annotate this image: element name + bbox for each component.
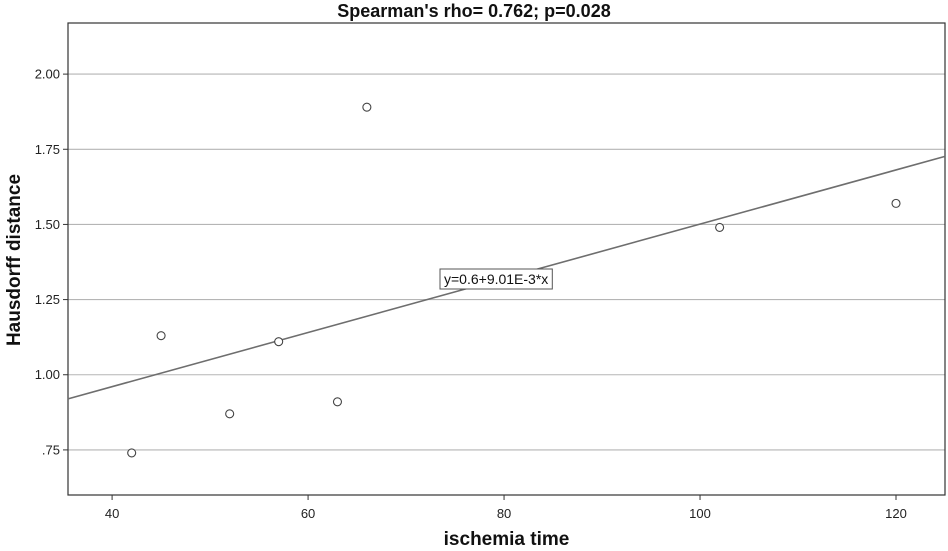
data-point [715, 222, 725, 232]
x-tick-label: 40 [105, 506, 119, 521]
x-tick-label: 80 [497, 506, 511, 521]
y-tick-label: 1.50 [35, 217, 60, 232]
y-tick-label: 1.25 [35, 292, 60, 307]
equation-label: y=0.6+9.01E-3*x [444, 271, 548, 287]
data-point [274, 337, 284, 347]
equation-box [439, 268, 553, 290]
x-tick-label: 120 [885, 506, 907, 521]
data-point [127, 448, 137, 458]
y-axis-label: Hausdorff distance [4, 173, 25, 347]
chart-title: Spearman's rho= 0.762; p=0.028 [337, 1, 611, 21]
data-point [332, 397, 343, 407]
x-tick-label: 100 [689, 506, 711, 521]
data-points [127, 102, 901, 458]
axis-ticks: .75 1.00 1.25 1.50 1.75 2.00 40 60 80 100 120 [35, 67, 907, 521]
y-tick-label: .75 [42, 442, 60, 457]
y-tick-label: 1.00 [35, 367, 60, 382]
x-tick-label: 60 [301, 506, 315, 521]
x-axis-label: ischemia time [443, 529, 570, 550]
regression-equation-box: y=0.6+9.01E-3*x [439, 268, 553, 290]
data-point [891, 198, 901, 208]
grid-lines [68, 73, 945, 451]
y-tick-label: 2.00 [35, 67, 60, 82]
plot-frame [67, 22, 946, 496]
y-tick-label: 1.75 [35, 142, 60, 157]
data-point [156, 331, 166, 341]
data-point [225, 409, 235, 419]
data-point [362, 102, 372, 112]
